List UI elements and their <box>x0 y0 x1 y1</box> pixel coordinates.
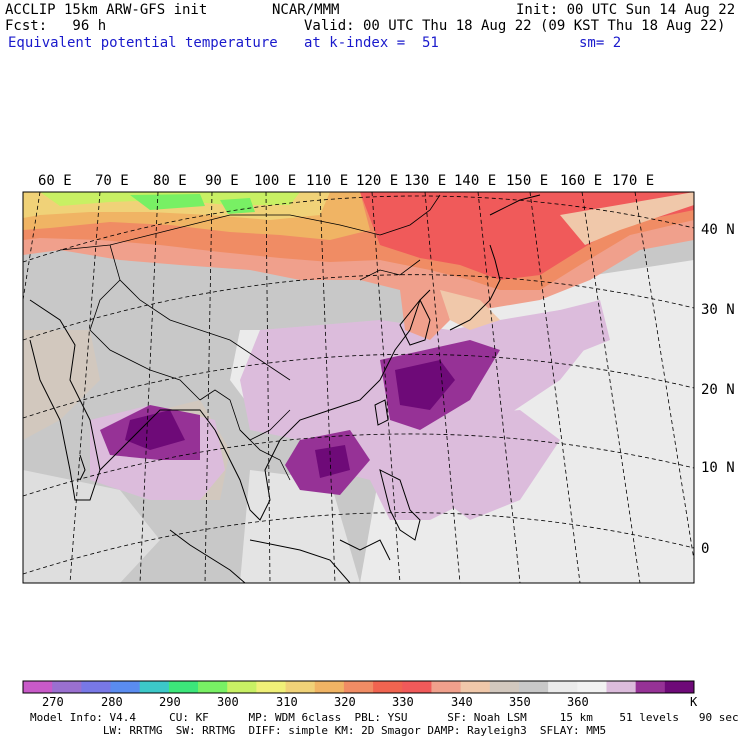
colorbar-cell <box>460 681 491 693</box>
colorbar-cell <box>227 681 257 693</box>
colorbar-unit: K <box>690 695 698 709</box>
lon-label-90e: 90 E <box>205 173 239 189</box>
colorbar-tick-label: 310 <box>276 695 298 709</box>
colorbar-tick-label: 330 <box>392 695 414 709</box>
colorbar-cell <box>256 681 287 693</box>
colorbar-cell <box>110 681 141 693</box>
colorbar-cell <box>489 681 520 693</box>
colorbar-tick-label: 360 <box>567 695 589 709</box>
lon-label-100e: 100 E <box>254 173 297 189</box>
colorbar-cell <box>343 681 374 693</box>
colorbar-cell <box>139 681 170 693</box>
lon-label-140e: 140 E <box>454 173 497 189</box>
forecast-hour: Fcst: 96 h <box>5 18 107 34</box>
lon-label-120e: 120 E <box>356 173 399 189</box>
colorbar-cell <box>314 681 345 693</box>
country-borders <box>59 194 441 481</box>
map-frame <box>22 191 695 584</box>
colorbar-tick-label: 270 <box>42 695 64 709</box>
level-info: at k-index = 51 <box>304 35 439 51</box>
colorbar-cell <box>198 681 228 693</box>
init-time: Init: 00 UTC Sun 14 Aug 22 <box>516 2 736 18</box>
field-name: Equivalent potential temperature <box>8 35 278 51</box>
footer-model-info: Model Info: V4.4 CU: KF MP: WDM 6class P… <box>30 711 739 724</box>
colorbar-cell <box>168 681 199 693</box>
colorbar-tick-label: 340 <box>451 695 473 709</box>
lat-label-40n: 40 N <box>701 222 735 238</box>
lat-label-30n: 30 N <box>701 302 735 318</box>
colorbar-tick-label: 290 <box>159 695 181 709</box>
lon-label-60e: 60 E <box>38 173 72 189</box>
colorbar-cell <box>52 681 82 693</box>
graticule <box>23 192 694 583</box>
colorbar-cell <box>518 681 549 693</box>
lon-label-150e: 150 E <box>506 173 549 189</box>
colorbar-tick-label: 350 <box>509 695 531 709</box>
model-title: ACCLIP 15km ARW-GFS init <box>5 2 208 18</box>
colorbar-cell <box>635 681 666 693</box>
colorbar-cell <box>606 681 637 693</box>
lon-label-110e: 110 E <box>306 173 349 189</box>
lon-label-170e: 170 E <box>612 173 655 189</box>
colorbar-cell <box>664 681 695 693</box>
lat-label-0: 0 <box>701 541 710 557</box>
lon-label-80e: 80 E <box>153 173 187 189</box>
colorbar-frame <box>22 680 695 694</box>
colorbar-cell <box>285 681 316 693</box>
lon-label-160e: 160 E <box>560 173 603 189</box>
map-field <box>23 192 694 583</box>
colorbar-cell <box>23 681 53 693</box>
colorbar-cell <box>402 681 432 693</box>
colorbar-tick-label: 280 <box>101 695 123 709</box>
colorbar-cell <box>431 681 462 693</box>
colorbar-cell <box>548 681 578 693</box>
org-label: NCAR/MMM <box>272 2 340 18</box>
coastlines <box>29 194 541 583</box>
lon-label-70e: 70 E <box>95 173 129 189</box>
colorbar-cell <box>81 681 112 693</box>
footer-model-info-2: LW: RRTMG SW: RRTMG DIFF: simple KM: 2D … <box>30 724 607 737</box>
colorbar-cell <box>577 681 607 693</box>
lat-label-20n: 20 N <box>701 382 735 398</box>
lat-label-10n: 10 N <box>701 460 735 476</box>
smoothing-info: sm= 2 <box>579 35 622 51</box>
colorbar-tick-label: 300 <box>217 695 239 709</box>
lon-label-130e: 130 E <box>404 173 447 189</box>
valid-time: Valid: 00 UTC Thu 18 Aug 22 (09 KST Thu … <box>304 18 726 34</box>
colorbar-tick-label: 320 <box>334 695 356 709</box>
colorbar-cell <box>373 681 403 693</box>
